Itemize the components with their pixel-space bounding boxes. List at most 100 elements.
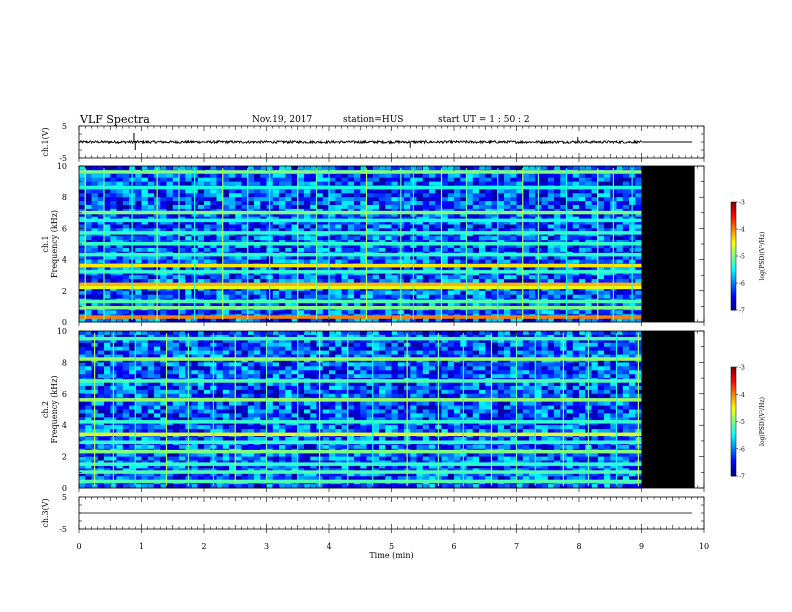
ch1-spectrogram-cell: [279, 244, 286, 249]
ch2-spectrogram-cell: [172, 393, 180, 399]
ch1-spectrogram-cell: [297, 259, 305, 264]
ch2-spectrogram-cell: [154, 366, 161, 371]
ch1-spectrogram-cell: [316, 189, 324, 194]
ch1-spectrogram-cell: [79, 275, 86, 280]
ch1-spectrogram-cell: [491, 290, 499, 296]
ch1-spectrogram-cell: [235, 279, 242, 284]
ch1-spectrogram-cell: [222, 294, 230, 299]
ch1-spectrogram-cell: [335, 294, 342, 299]
ch1-spectrogram-cell: [179, 205, 186, 210]
ch1-spectrogram-cell: [497, 290, 505, 296]
ch2-spectrogram-cell: [191, 456, 199, 461]
ch1-spectrogram-cell: [141, 318, 149, 323]
ch1-spectrogram-cell: [104, 212, 111, 218]
ch1-spectrogram-cell: [485, 181, 492, 186]
ch1-spectrogram-cell: [97, 259, 105, 264]
ch1-spectrogram-cell: [204, 244, 211, 249]
ch1-spectrogram-cell: [354, 310, 361, 315]
ch1-spectrogram-cell: [204, 318, 211, 323]
ch1-spectrogram-cell: [241, 228, 249, 233]
ch1-spectrogram-cell: [591, 177, 599, 182]
ch1-spectrogram-cell: [310, 267, 317, 272]
ch1-spectrogram-cell: [635, 279, 642, 284]
ch1-spectrogram-cell: [529, 244, 536, 249]
ch2-spectrogram-cell: [160, 342, 167, 348]
ch1-spectrogram-cell: [416, 267, 424, 272]
ch1-spectrogram-cell: [179, 224, 186, 229]
ch1-spectrogram-cell: [541, 228, 549, 233]
ch1-spectrogram-cell: [354, 212, 361, 218]
ch2-spectrogram-cell: [85, 342, 92, 348]
ch1-spectrogram-cell: [235, 181, 242, 186]
ch1-spectrogram-cell: [616, 212, 624, 218]
ch1-spectrogram-cell: [541, 201, 549, 206]
ch1-spectrogram-cell: [279, 259, 286, 264]
ch1-spectrogram-colorbar-segment: [731, 258, 736, 262]
ch2-spectrogram-cell: [104, 437, 111, 442]
ch1-spectrogram-cell: [116, 173, 124, 179]
ch1-spectrogram-cell: [310, 173, 317, 179]
ch1-spectrogram-cell: [379, 201, 386, 206]
ch1-spectrogram-cell: [435, 267, 442, 272]
ch1-spectrogram-cell: [435, 236, 442, 241]
ch1-spectrogram-cell: [260, 177, 267, 182]
ch1-spectrogram-cell: [366, 193, 374, 198]
ch1-spectrogram-cell: [435, 220, 442, 225]
ch2-spectrogram-cell: [160, 393, 167, 399]
ch2-spectrogram-cell: [166, 472, 174, 477]
ch2-spectrogram-cell: [97, 366, 105, 371]
ch1-spectrogram-cell: [466, 228, 474, 233]
ch1-spectrogram-cell: [585, 279, 592, 284]
ch1-spectrogram-cell: [141, 279, 149, 284]
ch1-spectrogram-colorbar-segment: [731, 204, 736, 208]
ch1-spectrogram-cell: [285, 279, 292, 284]
ch1-spectrogram-cell: [304, 267, 311, 272]
ch2-spectrogram-cell: [197, 350, 205, 355]
ch1-spectrogram-cell: [322, 318, 330, 323]
ch1-spectrogram-cell: [379, 244, 386, 249]
ch2-spectrogram-cell: [79, 417, 86, 422]
ch1-spectrogram-cell: [110, 318, 117, 323]
ch1-spectrogram-cell: [97, 224, 105, 229]
ch1-spectrogram-cell: [579, 310, 586, 315]
ch2-spectrogram-cell: [116, 342, 124, 348]
ch1-spectrogram-cell: [104, 189, 111, 194]
ch1-spectrogram-cell: [466, 212, 474, 218]
ch2-spectrogram-cell: [129, 409, 136, 414]
ch2-spectrogram-cell: [116, 429, 124, 434]
ch1-spectrogram-cell: [585, 212, 592, 218]
ch1-spectrogram-cell: [291, 290, 299, 296]
ch1-spectrogram-cell: [504, 244, 511, 249]
ch1-spectrogram-cell: [110, 247, 117, 253]
ch1-spectrogram-cell: [447, 294, 455, 299]
ch1-spectrogram-cell: [279, 173, 286, 179]
ch1-spectrogram-cell: [554, 181, 561, 186]
ch2-spectrogram-cell: [97, 362, 105, 367]
ch1-spectrogram-cell: [322, 259, 330, 264]
ch1-spectrogram-cell: [247, 228, 255, 233]
ch1-spectrogram-cell: [110, 205, 117, 210]
ch1-spectrogram-cell: [260, 279, 267, 284]
ch1-spectrogram-cell: [422, 177, 430, 182]
ch2-spectrogram-cell: [129, 374, 136, 379]
ch1-spectrogram-cell: [341, 220, 349, 225]
ch2-spectrogram-cell: [129, 393, 136, 399]
ch2-spectrogram-cell: [204, 382, 211, 387]
ch1-spectrogram-cell: [279, 181, 286, 186]
ch1-spectrogram-cell: [135, 275, 142, 280]
ch1-spectrogram-cell: [297, 220, 305, 225]
ch1-spectrogram-cell: [97, 255, 105, 260]
ch1-spectrogram-cell: [585, 228, 592, 233]
ch2-spectrogram-cell: [197, 437, 205, 442]
ch1-spectrogram-cell: [260, 181, 267, 186]
ch1-spectrogram-cell: [91, 255, 99, 260]
ch2-spectrogram-cell: [79, 413, 86, 418]
ch1-spectrogram-cell: [279, 267, 286, 272]
ch1-spectrogram-cell: [635, 212, 642, 218]
ch2-spectrogram-cell: [135, 472, 142, 477]
ch1-spectrogram-cell: [91, 181, 99, 186]
ch1-spectrogram-cell: [410, 318, 417, 323]
ch1-spectrogram-cell: [591, 255, 599, 260]
ch1-spectrogram-cell: [229, 236, 236, 241]
ch1-spectrogram-cell: [579, 224, 586, 229]
